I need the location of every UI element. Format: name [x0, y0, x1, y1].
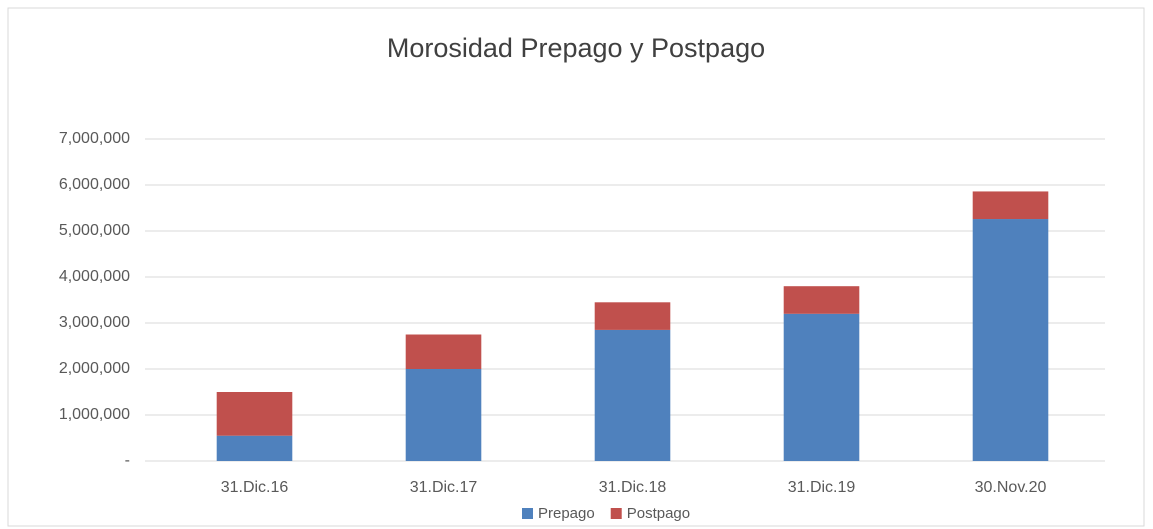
- legend-swatch: [610, 508, 622, 519]
- bar-segment: [594, 329, 671, 461]
- legend-label: Prepago: [538, 505, 595, 522]
- bar-segment: [405, 334, 482, 369]
- y-tick-label: 2,000,000: [59, 360, 130, 377]
- x-tick-label: 31.Dic.16: [221, 479, 289, 496]
- bar-segment: [972, 219, 1049, 461]
- x-tick-label: 30.Nov.20: [975, 479, 1047, 496]
- legend-swatch: [522, 508, 533, 519]
- y-tick-label: 1,000,000: [59, 406, 130, 423]
- y-tick-label: -: [125, 452, 130, 469]
- y-tick-label: 7,000,000: [59, 130, 130, 147]
- legend-label: Postpago: [627, 505, 690, 522]
- bar-segment: [783, 313, 860, 461]
- y-tick-label: 3,000,000: [59, 314, 130, 331]
- bar-segment: [216, 392, 293, 436]
- x-tick-label: 31.Dic.19: [788, 479, 856, 496]
- bar-segment: [216, 435, 293, 461]
- chart-frame: [7, 7, 1145, 527]
- bar-segment: [594, 302, 671, 330]
- bar-segment: [783, 286, 860, 314]
- x-tick-label: 31.Dic.18: [599, 479, 667, 496]
- y-tick-label: 4,000,000: [59, 268, 130, 285]
- bar-segment: [972, 191, 1049, 220]
- bar-segment: [405, 369, 482, 461]
- chart-title: Morosidad Prepago y Postpago: [387, 33, 765, 63]
- y-tick-label: 6,000,000: [59, 176, 130, 193]
- y-tick-label: 5,000,000: [59, 222, 130, 239]
- x-tick-label: 31.Dic.17: [410, 479, 478, 496]
